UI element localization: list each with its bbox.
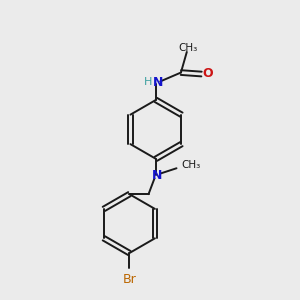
Text: CH₃: CH₃ bbox=[181, 160, 200, 170]
Text: N: N bbox=[153, 76, 163, 89]
Text: CH₃: CH₃ bbox=[179, 43, 198, 52]
Text: H: H bbox=[143, 77, 152, 87]
Text: N: N bbox=[152, 169, 163, 182]
Text: O: O bbox=[202, 67, 213, 80]
Text: Br: Br bbox=[122, 273, 136, 286]
